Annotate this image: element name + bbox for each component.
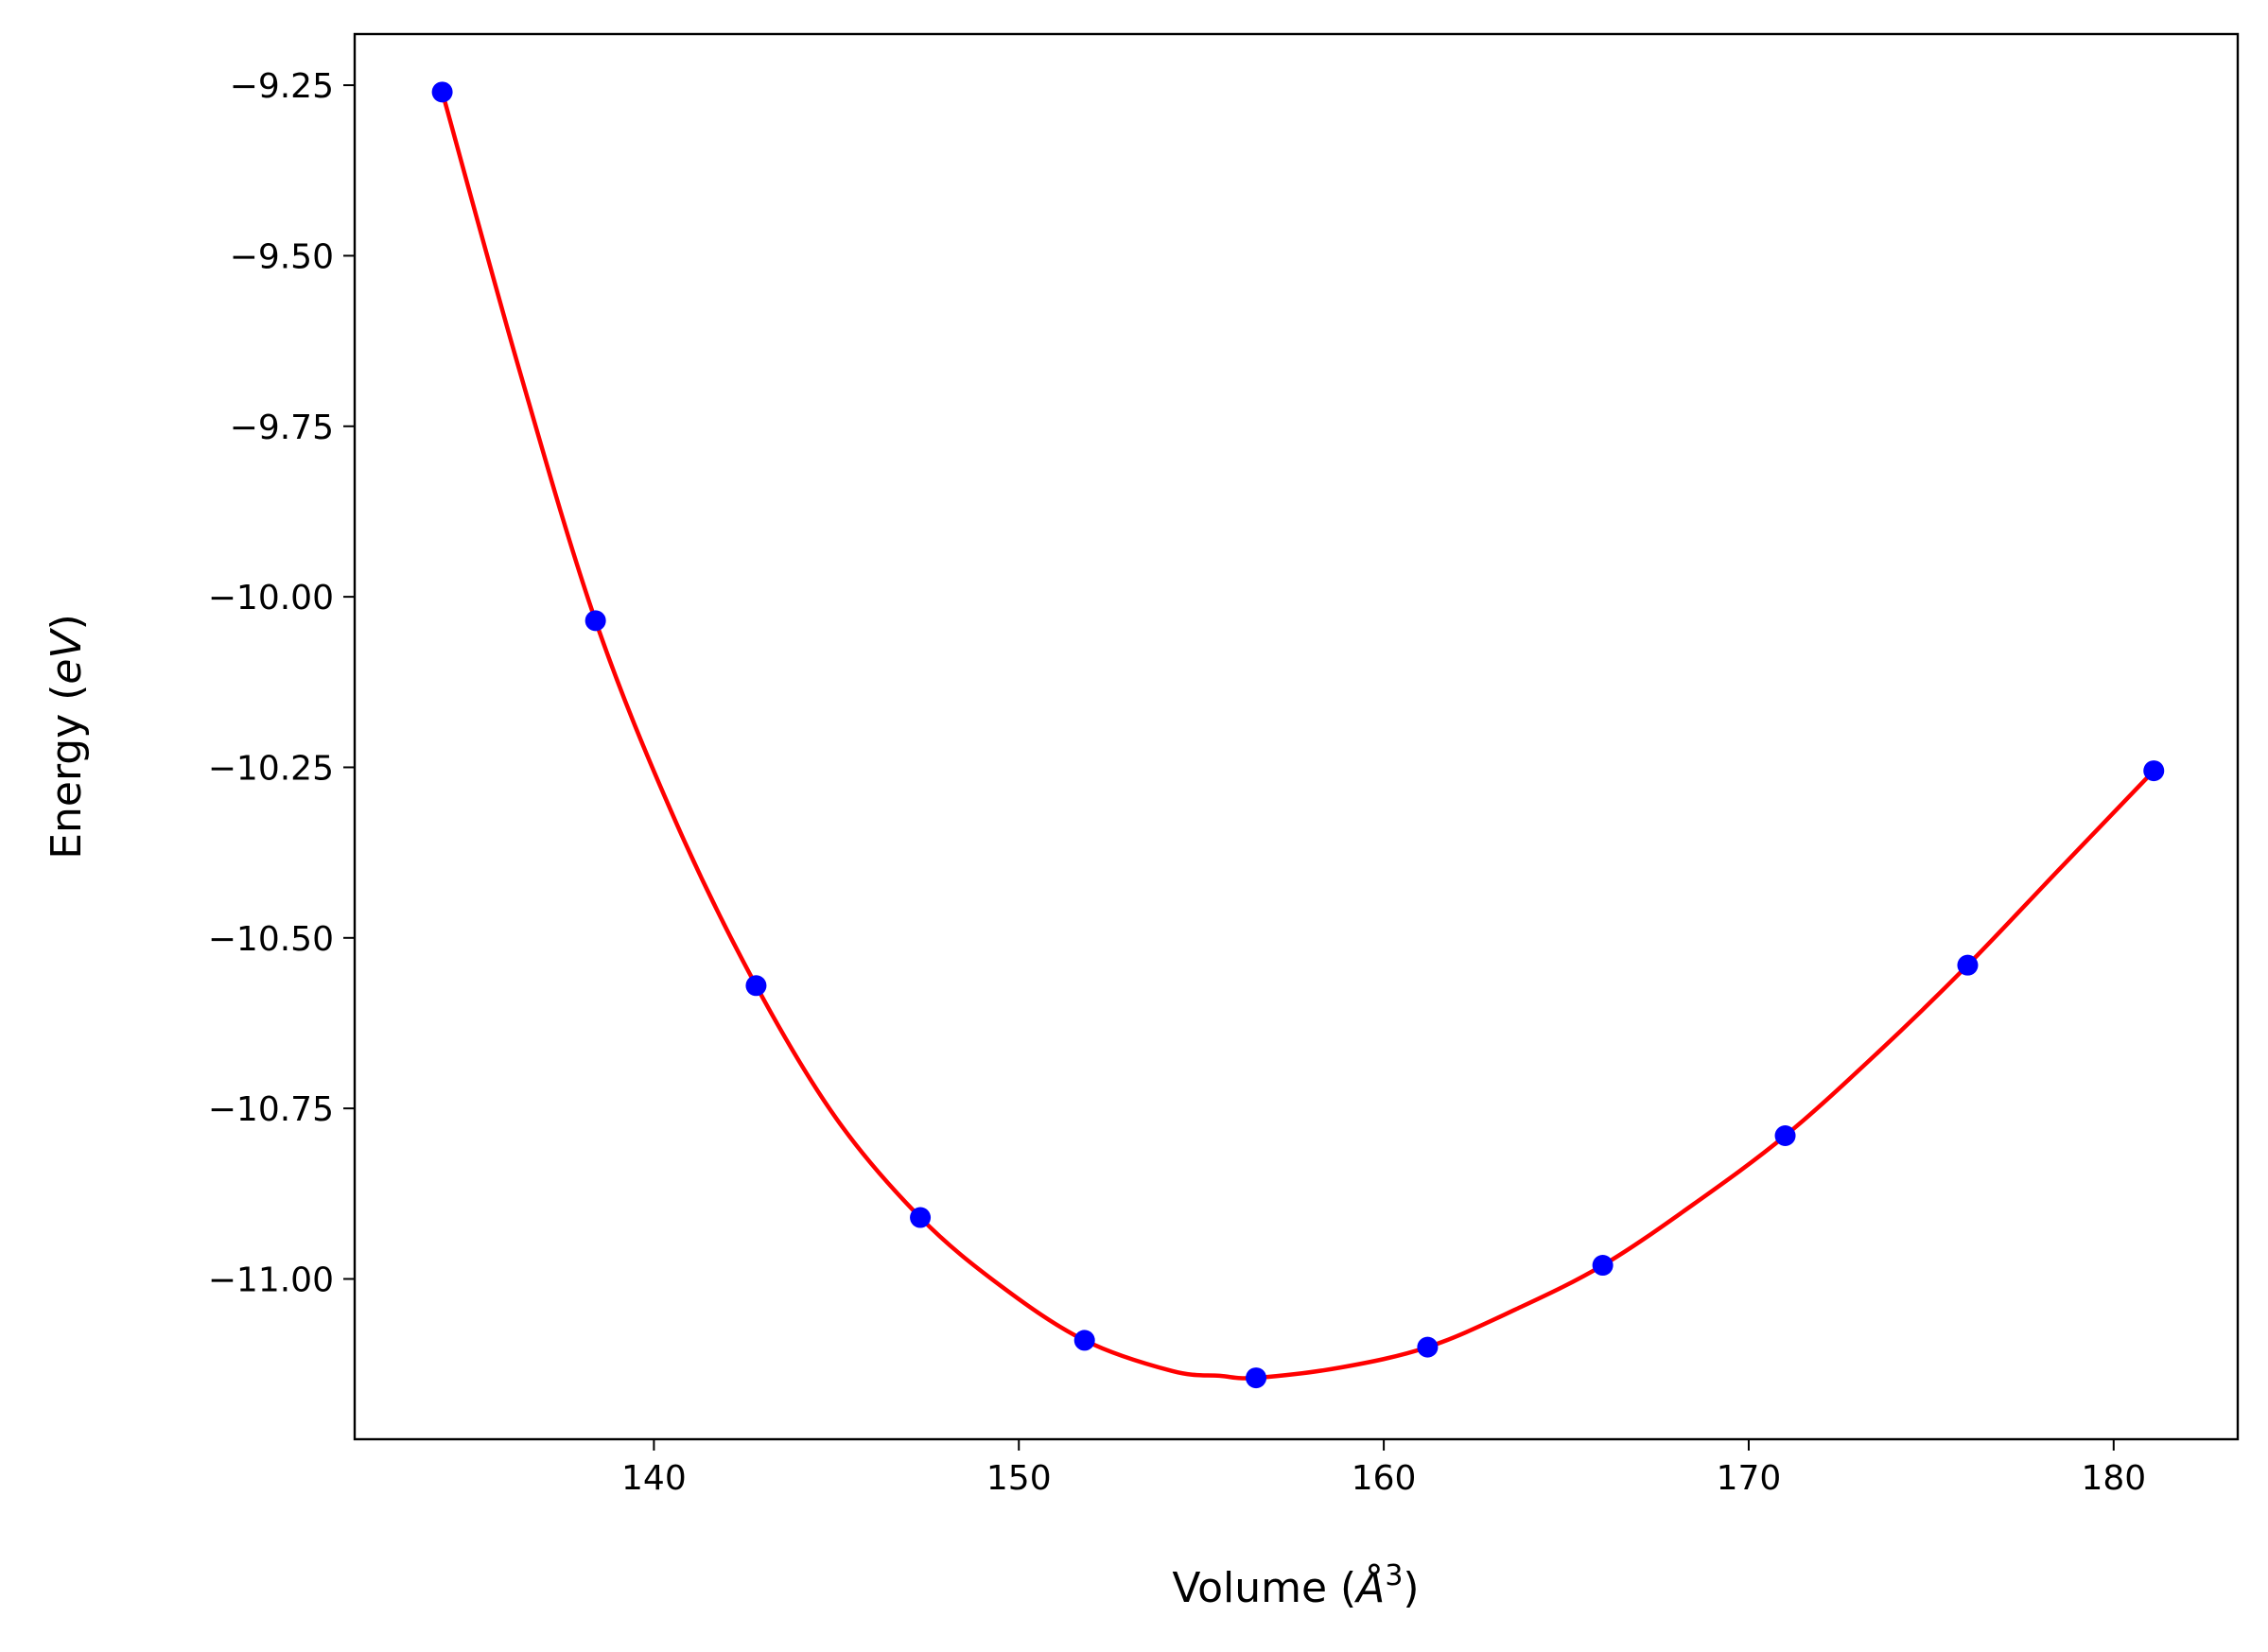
x-tick-label: 170 bbox=[1717, 1459, 1782, 1498]
plot-area bbox=[355, 34, 2238, 1439]
data-point bbox=[2143, 760, 2165, 782]
y-tick-label: −11.00 bbox=[208, 1261, 334, 1299]
data-point bbox=[1246, 1367, 1267, 1389]
data-point bbox=[1774, 1125, 1796, 1146]
y-tick-label: −10.75 bbox=[208, 1090, 334, 1129]
data-point bbox=[745, 975, 767, 997]
data-point bbox=[584, 610, 606, 632]
y-tick-label: −10.00 bbox=[208, 579, 334, 617]
x-tick-label: 150 bbox=[986, 1459, 1052, 1498]
x-tick-label: 180 bbox=[2081, 1459, 2146, 1498]
x-axis-label: Volume (Å3) bbox=[1172, 1559, 1419, 1612]
data-point bbox=[1957, 954, 1979, 976]
y-tick-label: −9.25 bbox=[230, 67, 334, 106]
x-tick-label: 140 bbox=[621, 1459, 687, 1498]
data-point bbox=[1592, 1255, 1614, 1277]
data-point bbox=[1073, 1330, 1095, 1351]
y-tick-label: −9.50 bbox=[230, 237, 334, 276]
y-tick-label: −10.25 bbox=[208, 749, 334, 788]
y-tick-label: −10.50 bbox=[208, 920, 334, 959]
data-point bbox=[910, 1207, 932, 1228]
axes-frame bbox=[353, 32, 2240, 1441]
x-tick-label: 160 bbox=[1352, 1459, 1417, 1498]
data-point bbox=[431, 81, 453, 103]
y-axis-label: Energy (eV) bbox=[43, 614, 91, 860]
y-tick-label: −9.75 bbox=[230, 409, 334, 447]
fit-curve-line bbox=[440, 91, 2155, 1381]
data-point bbox=[1417, 1336, 1439, 1358]
